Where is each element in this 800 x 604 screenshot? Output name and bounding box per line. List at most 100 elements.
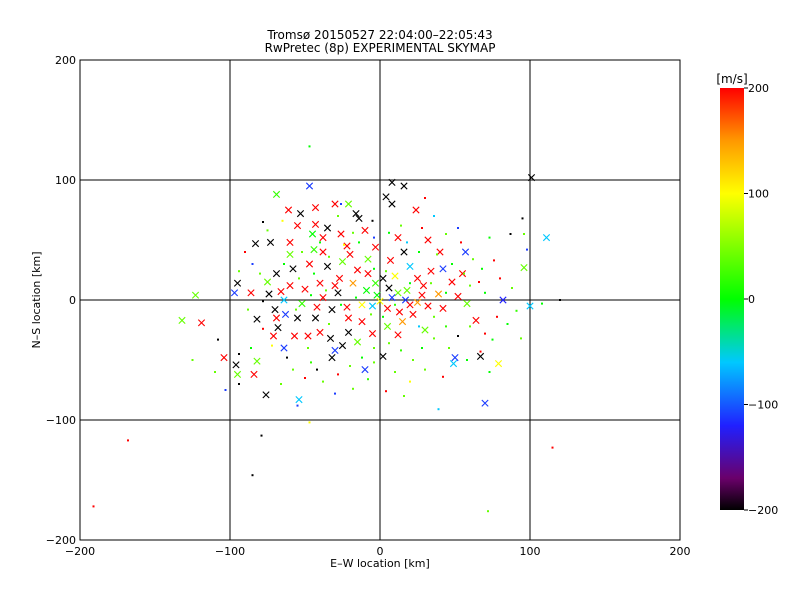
data-point-dot-218 bbox=[460, 241, 462, 244]
data-point-dot-260 bbox=[307, 347, 309, 349]
data-point-dot-228 bbox=[406, 241, 408, 244]
data-point-x-86 bbox=[290, 332, 299, 340]
data-point-x-31 bbox=[542, 234, 551, 242]
data-point-x-165 bbox=[313, 303, 321, 311]
data-point-dot-176 bbox=[247, 308, 249, 311]
x-tick-label: −200 bbox=[65, 545, 95, 558]
data-point-x-139 bbox=[323, 262, 332, 270]
data-point-dot-236 bbox=[373, 267, 375, 270]
data-point-x-116 bbox=[376, 297, 384, 305]
y-tick-label: −200 bbox=[46, 534, 76, 547]
data-point-dot-247 bbox=[328, 323, 330, 325]
data-point-dot-232 bbox=[343, 243, 345, 246]
data-point-x-26 bbox=[424, 236, 432, 244]
chart-subtitle: RwPretec (8p) EXPERIMENTAL SKYMAP bbox=[265, 41, 496, 55]
data-point-x-148 bbox=[334, 289, 342, 297]
data-point-dot-245 bbox=[433, 315, 435, 318]
data-point-dot-263 bbox=[191, 359, 194, 361]
data-point-x-129 bbox=[400, 248, 408, 256]
data-point-dot-187 bbox=[373, 347, 375, 349]
data-point-x-94 bbox=[344, 314, 353, 322]
data-point-x-115 bbox=[383, 304, 392, 312]
data-point-x-163 bbox=[280, 296, 288, 304]
data-point-x-146 bbox=[454, 292, 462, 300]
data-point-x-19 bbox=[319, 234, 327, 242]
data-point-x-58 bbox=[197, 319, 206, 327]
data-point-dot-266 bbox=[457, 227, 459, 229]
data-point-x-105 bbox=[335, 274, 344, 282]
data-point-dot-261 bbox=[523, 233, 525, 235]
data-point-x-140 bbox=[338, 258, 347, 266]
data-point-x-47 bbox=[451, 354, 459, 362]
data-point-x-108 bbox=[371, 279, 380, 287]
data-point-dot-231 bbox=[358, 241, 360, 244]
data-point-dot-210 bbox=[266, 229, 269, 232]
data-point-dot-77 bbox=[260, 434, 263, 437]
data-point-x-20 bbox=[286, 238, 294, 246]
data-point-dot-257 bbox=[448, 347, 450, 349]
data-point-x-13 bbox=[355, 214, 363, 222]
data-point-dot-239 bbox=[370, 313, 372, 316]
data-point-dot-14 bbox=[262, 221, 264, 223]
data-point-dot-215 bbox=[421, 227, 423, 229]
data-point-dot-32 bbox=[521, 217, 524, 220]
data-point-x-106 bbox=[349, 279, 357, 287]
y-tick-label: 100 bbox=[55, 174, 76, 187]
data-point-x-104 bbox=[331, 282, 339, 290]
data-point-dot-233 bbox=[328, 255, 330, 258]
data-point-dot-43 bbox=[496, 315, 498, 318]
data-point-x-4 bbox=[305, 182, 314, 190]
data-point-dot-250 bbox=[310, 294, 312, 297]
y-tick-label: 0 bbox=[69, 294, 76, 307]
data-point-x-8 bbox=[311, 204, 320, 212]
data-point-dot-76 bbox=[296, 404, 299, 407]
data-point-dot-223 bbox=[484, 291, 486, 294]
data-point-dot-242 bbox=[409, 282, 411, 285]
data-point-dot-243 bbox=[430, 282, 432, 285]
y-axis-label: N–S location [km] bbox=[30, 251, 43, 348]
data-point-dot-84 bbox=[310, 361, 312, 364]
data-point-dot-235 bbox=[298, 277, 300, 280]
data-point-dot-179 bbox=[286, 356, 288, 359]
data-point-x-130 bbox=[386, 256, 395, 264]
data-point-x-133 bbox=[337, 230, 345, 238]
data-point-dot-180 bbox=[292, 368, 294, 371]
data-point-x-72 bbox=[253, 315, 261, 323]
data-point-dot-199 bbox=[394, 371, 396, 373]
data-point-dot-67 bbox=[224, 389, 227, 391]
data-point-dot-258 bbox=[466, 359, 468, 361]
data-point-x-7 bbox=[344, 200, 353, 208]
data-point-x-6 bbox=[382, 193, 390, 201]
data-point-x-125 bbox=[421, 326, 429, 334]
data-point-x-96 bbox=[293, 314, 302, 322]
data-point-dot-33 bbox=[526, 248, 528, 251]
data-point-dot-262 bbox=[214, 371, 216, 373]
data-point-x-151 bbox=[304, 332, 312, 340]
data-point-x-156 bbox=[398, 318, 407, 326]
data-point-x-23 bbox=[310, 246, 318, 254]
y-axis-ticks: −200 −100 0 100 200 bbox=[46, 54, 680, 547]
data-point-x-62 bbox=[232, 361, 240, 369]
data-point-x-22 bbox=[251, 240, 260, 248]
data-point-x-101 bbox=[286, 282, 294, 290]
data-point-dot-190 bbox=[412, 359, 414, 361]
data-point-x-70 bbox=[247, 289, 255, 297]
data-point-x-44 bbox=[472, 316, 480, 324]
x-tick-label: 100 bbox=[520, 545, 541, 558]
data-point-x-17 bbox=[293, 222, 302, 230]
data-point-dot-66 bbox=[238, 383, 240, 385]
data-point-x-124 bbox=[439, 304, 447, 312]
data-point-x-56 bbox=[191, 291, 200, 299]
data-point-dot-256 bbox=[463, 272, 465, 275]
colorbar-ticks: 200 100 0 −100 −200 bbox=[744, 82, 778, 517]
data-point-dot-81 bbox=[308, 421, 311, 424]
colorbar-tick-label: −200 bbox=[748, 504, 778, 517]
data-point-dot-73 bbox=[262, 300, 264, 303]
data-point-dot-188 bbox=[388, 342, 390, 345]
data-point-dot-29 bbox=[488, 236, 491, 239]
data-point-dot-201 bbox=[424, 368, 426, 371]
data-point-x-65 bbox=[250, 370, 258, 378]
data-point-x-98 bbox=[272, 314, 281, 322]
data-point-x-99 bbox=[265, 290, 273, 298]
